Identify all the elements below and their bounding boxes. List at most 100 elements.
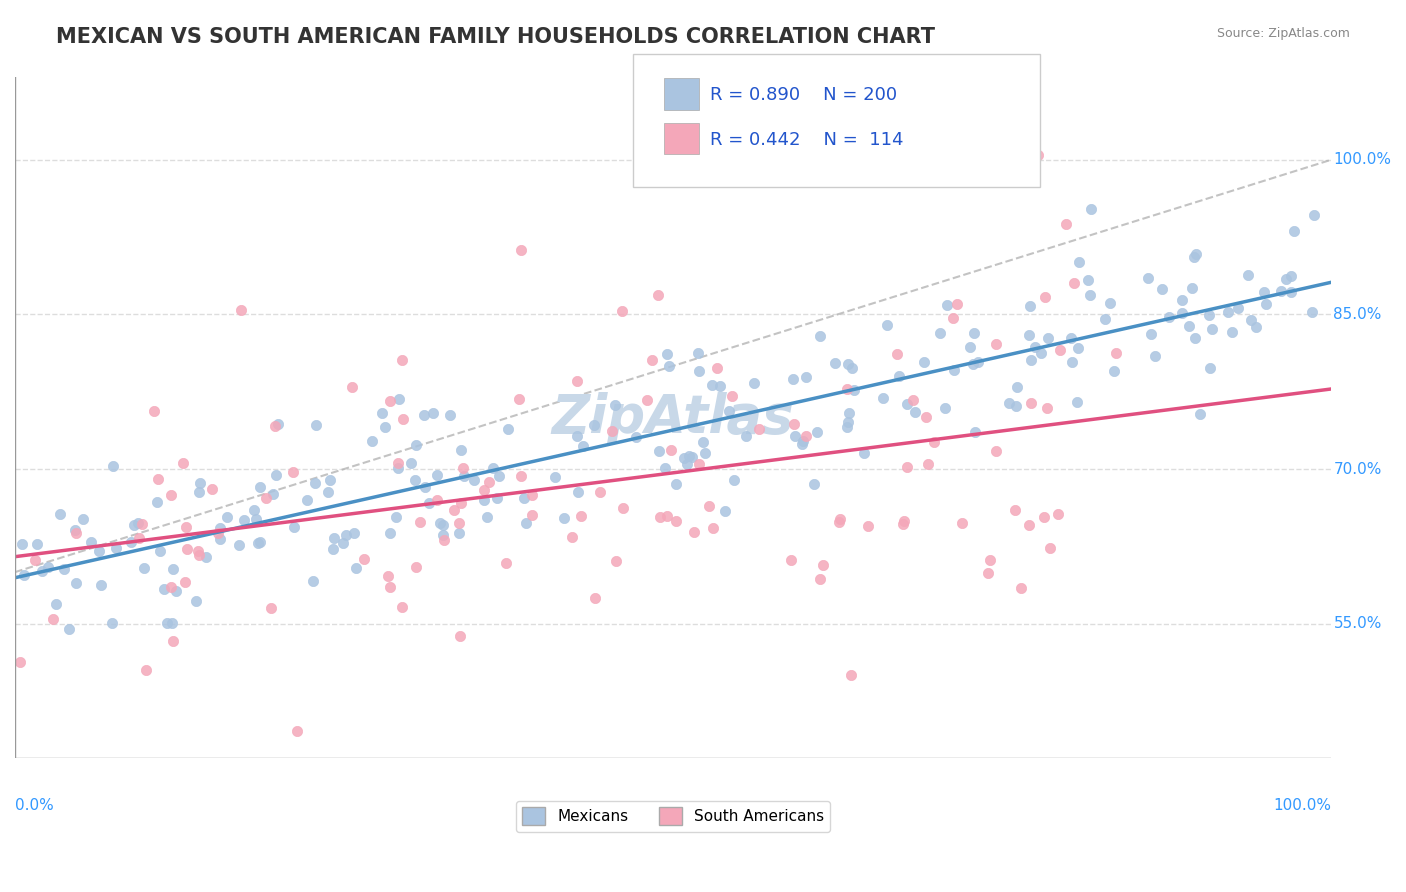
Point bbox=[896, 397, 918, 411]
Point bbox=[132, 560, 155, 574]
Point bbox=[891, 516, 914, 531]
Point bbox=[783, 429, 806, 443]
Point bbox=[13, 568, 35, 582]
Point bbox=[233, 513, 256, 527]
Point bbox=[856, 519, 879, 533]
Point bbox=[1099, 296, 1122, 310]
Point bbox=[404, 473, 426, 487]
Point bbox=[173, 574, 195, 589]
Point bbox=[942, 363, 965, 377]
Point bbox=[387, 460, 409, 475]
Point bbox=[803, 477, 825, 491]
Point bbox=[187, 549, 209, 563]
Point bbox=[827, 515, 849, 529]
Point bbox=[510, 469, 533, 483]
Point bbox=[266, 467, 288, 482]
Point bbox=[1253, 285, 1275, 299]
Point bbox=[391, 352, 413, 367]
Point bbox=[409, 516, 432, 530]
Point bbox=[475, 510, 498, 524]
Point bbox=[1279, 268, 1302, 283]
Point bbox=[1067, 254, 1090, 268]
Point bbox=[1188, 407, 1211, 421]
Point bbox=[520, 488, 543, 502]
Point bbox=[1018, 517, 1040, 532]
Text: 100.0%: 100.0% bbox=[1333, 153, 1392, 168]
Point bbox=[837, 415, 859, 429]
Point bbox=[659, 443, 682, 458]
Point bbox=[370, 406, 392, 420]
Point bbox=[605, 554, 627, 568]
Point bbox=[31, 564, 53, 578]
Point bbox=[603, 398, 626, 412]
Point bbox=[1046, 507, 1069, 521]
Point bbox=[267, 417, 290, 432]
Point bbox=[893, 514, 915, 528]
Point bbox=[600, 424, 623, 438]
Point bbox=[332, 536, 354, 550]
Point bbox=[1018, 327, 1040, 342]
Point bbox=[1019, 352, 1042, 367]
Point bbox=[463, 473, 485, 487]
Point bbox=[1105, 346, 1128, 360]
Point bbox=[433, 533, 456, 548]
Point bbox=[835, 420, 858, 434]
Point bbox=[790, 436, 813, 450]
Point bbox=[1171, 305, 1194, 319]
Point bbox=[709, 379, 731, 393]
Point bbox=[979, 553, 1001, 567]
Point bbox=[1005, 400, 1028, 414]
Point bbox=[450, 496, 472, 510]
Point bbox=[1049, 343, 1071, 358]
Point bbox=[361, 434, 384, 449]
Point bbox=[665, 514, 688, 528]
Point bbox=[263, 419, 285, 434]
Point bbox=[405, 560, 427, 574]
Point bbox=[162, 634, 184, 648]
Text: MEXICAN VS SOUTH AMERICAN FAMILY HOUSEHOLDS CORRELATION CHART: MEXICAN VS SOUTH AMERICAN FAMILY HOUSEHO… bbox=[56, 27, 935, 46]
Point bbox=[1254, 297, 1277, 311]
Point bbox=[1159, 310, 1181, 324]
Point bbox=[422, 405, 444, 419]
Point bbox=[156, 615, 179, 630]
Point bbox=[1181, 281, 1204, 295]
Point bbox=[1102, 364, 1125, 378]
Point bbox=[11, 537, 34, 551]
Point bbox=[101, 616, 124, 631]
Point bbox=[841, 360, 863, 375]
Point bbox=[1240, 312, 1263, 326]
Point bbox=[697, 499, 720, 513]
Point bbox=[52, 562, 75, 576]
Point bbox=[808, 573, 831, 587]
Point bbox=[695, 445, 717, 459]
Point bbox=[172, 456, 194, 470]
Point bbox=[583, 417, 606, 432]
Point bbox=[41, 612, 63, 626]
Point bbox=[297, 492, 319, 507]
Point bbox=[162, 615, 184, 630]
Point bbox=[162, 562, 184, 576]
Point bbox=[783, 417, 806, 432]
Point bbox=[495, 556, 517, 570]
Point bbox=[569, 508, 592, 523]
Point bbox=[922, 434, 945, 449]
Point bbox=[721, 389, 744, 403]
Point bbox=[589, 484, 612, 499]
Point bbox=[1178, 318, 1201, 333]
Point bbox=[1094, 312, 1116, 326]
Point bbox=[963, 425, 986, 439]
Point bbox=[676, 457, 699, 471]
Point bbox=[700, 377, 723, 392]
Point bbox=[583, 591, 606, 605]
Point bbox=[794, 370, 817, 384]
Point bbox=[641, 353, 664, 368]
Point bbox=[243, 503, 266, 517]
Point bbox=[378, 580, 401, 594]
Point bbox=[655, 347, 678, 361]
Point bbox=[901, 392, 924, 407]
Point bbox=[963, 326, 986, 341]
Point bbox=[942, 310, 965, 325]
Point bbox=[610, 304, 633, 318]
Point bbox=[405, 438, 427, 452]
Point bbox=[1282, 224, 1305, 238]
